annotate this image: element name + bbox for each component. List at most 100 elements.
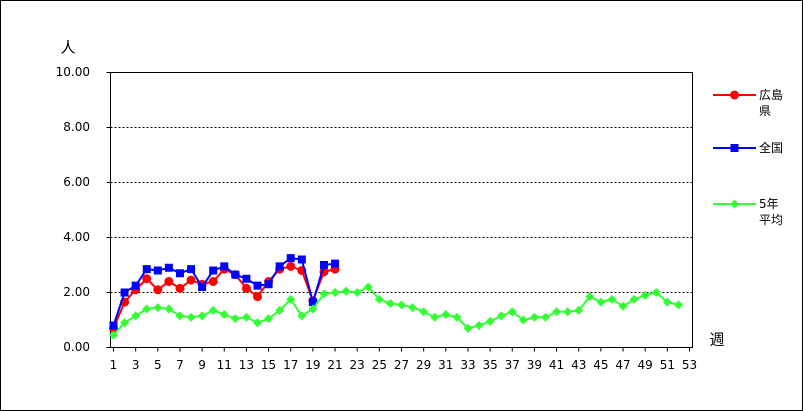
marker <box>164 304 174 314</box>
marker <box>164 263 173 272</box>
legend-label: 5年平均 <box>759 197 783 227</box>
marker <box>408 303 418 313</box>
x-tick-label: 9 <box>198 358 206 372</box>
marker <box>286 261 296 271</box>
marker <box>485 316 495 326</box>
marker <box>607 294 617 304</box>
marker <box>352 288 362 297</box>
marker <box>131 311 141 321</box>
marker <box>629 294 639 304</box>
marker <box>153 266 162 275</box>
marker <box>230 314 240 324</box>
marker <box>275 262 284 271</box>
marker <box>507 307 517 317</box>
y-axis-label: 人 <box>60 39 75 57</box>
x-tick-label: 41 <box>549 358 564 372</box>
marker <box>286 254 295 263</box>
marker <box>253 318 262 328</box>
marker <box>541 312 550 322</box>
marker <box>297 255 306 264</box>
legend-marker <box>730 199 739 209</box>
x-tick-label: 21 <box>327 358 342 372</box>
marker <box>175 311 185 321</box>
marker <box>596 297 606 307</box>
marker <box>241 312 251 322</box>
marker <box>585 292 595 302</box>
marker <box>175 269 184 278</box>
y-tick-label: 6.00 <box>63 175 90 189</box>
marker <box>164 277 174 286</box>
x-tick-label: 37 <box>505 358 520 372</box>
marker <box>330 288 340 297</box>
x-tick-label: 25 <box>372 358 387 372</box>
marker <box>374 294 384 304</box>
x-tick-label: 47 <box>615 358 630 372</box>
marker <box>153 303 163 313</box>
x-tick-label: 7 <box>176 358 184 372</box>
marker <box>673 300 683 310</box>
marker <box>264 314 274 324</box>
y-tick-label: 0.00 <box>63 340 90 354</box>
marker <box>186 312 196 322</box>
marker <box>120 318 130 328</box>
marker <box>209 266 218 275</box>
marker <box>208 277 218 286</box>
marker <box>529 312 539 322</box>
marker <box>142 304 152 314</box>
marker <box>331 259 340 268</box>
marker <box>186 275 196 285</box>
marker <box>385 299 395 308</box>
marker <box>275 305 285 315</box>
marker <box>463 323 473 333</box>
marker <box>241 283 251 293</box>
x-tick-label: 35 <box>482 358 497 372</box>
x-tick-label: 1 <box>110 358 118 372</box>
marker <box>253 281 262 290</box>
marker <box>197 311 207 321</box>
x-tick-label: 33 <box>460 358 475 372</box>
x-tick-label: 39 <box>527 358 542 372</box>
marker <box>308 298 317 307</box>
marker <box>242 274 251 283</box>
y-tick-label: 10.00 <box>56 65 90 79</box>
marker <box>518 315 528 325</box>
marker <box>662 297 672 307</box>
marker <box>187 265 196 274</box>
x-tick-label: 49 <box>638 358 653 372</box>
marker <box>175 283 185 293</box>
x-tick-label: 3 <box>132 358 140 372</box>
x-tick-label: 13 <box>239 358 254 372</box>
marker <box>208 305 218 315</box>
marker <box>308 304 318 314</box>
x-tick-label: 29 <box>416 358 431 372</box>
x-tick-label: 23 <box>350 358 365 372</box>
x-axis-label: 週 <box>709 331 724 349</box>
marker <box>220 262 229 271</box>
marker <box>319 289 329 299</box>
marker <box>253 292 262 302</box>
marker <box>363 282 373 292</box>
marker <box>341 286 351 296</box>
marker <box>264 280 273 289</box>
marker <box>441 310 451 319</box>
y-tick-label: 4.00 <box>63 230 90 244</box>
marker <box>142 265 151 274</box>
marker <box>552 307 562 317</box>
x-tick-label: 15 <box>261 358 276 372</box>
marker <box>419 307 429 317</box>
x-tick-label: 53 <box>682 358 697 372</box>
marker <box>109 321 118 330</box>
legend-label: 広島県 <box>759 87 783 118</box>
series-line <box>112 285 679 336</box>
marker <box>120 288 129 297</box>
marker <box>231 270 240 279</box>
marker <box>574 305 584 315</box>
x-tick-label: 17 <box>283 358 298 372</box>
y-tick-label: 2.00 <box>63 285 90 299</box>
marker <box>397 300 406 310</box>
marker <box>618 301 628 311</box>
x-tick-label: 19 <box>305 358 320 372</box>
marker <box>496 311 506 321</box>
x-tick-label: 45 <box>593 358 608 372</box>
